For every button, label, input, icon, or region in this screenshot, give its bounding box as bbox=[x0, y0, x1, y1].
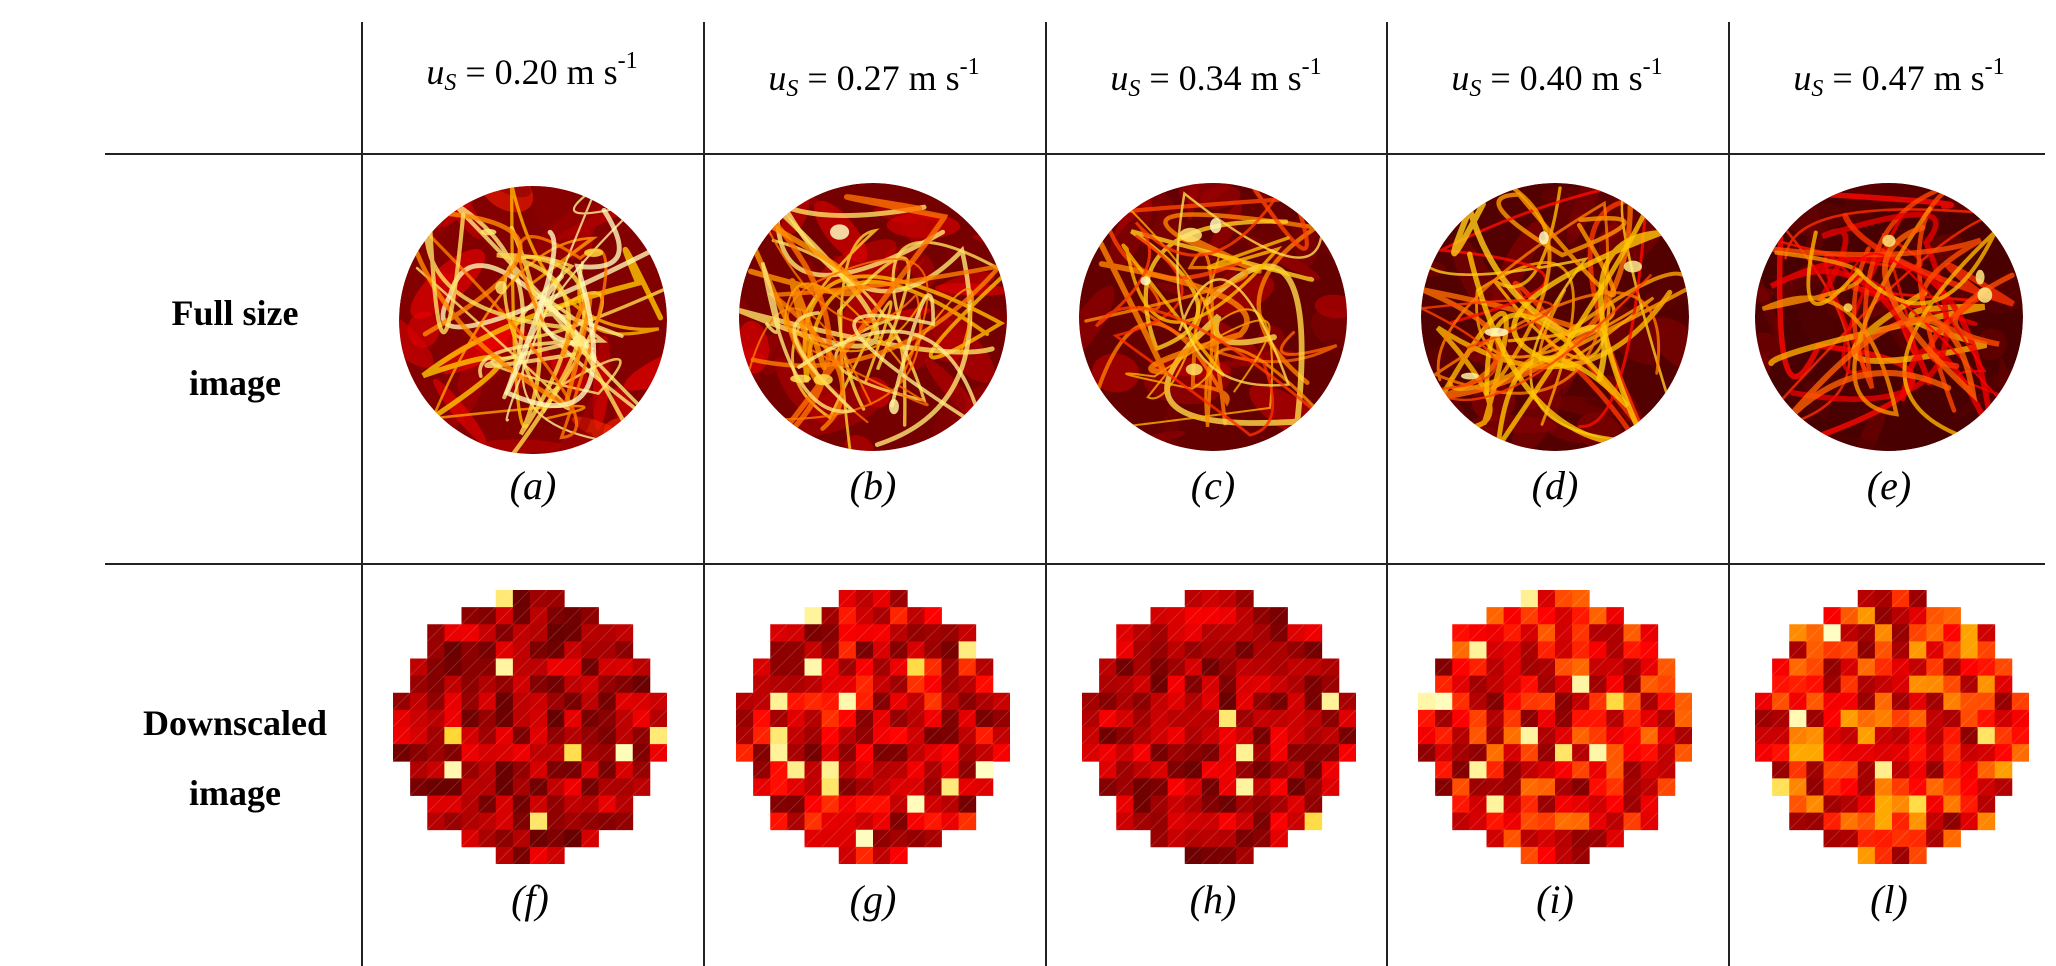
full-size-image-a bbox=[396, 183, 670, 457]
unit-exponent: -1 bbox=[1984, 54, 2005, 80]
header-rule bbox=[105, 153, 2045, 155]
caption-e: (e) bbox=[1866, 463, 1912, 508]
unit-exponent: -1 bbox=[959, 54, 980, 80]
caption-c: (c) bbox=[1190, 463, 1236, 508]
column-rule-4 bbox=[1386, 22, 1388, 966]
velocity-value: = 0.27 m s bbox=[807, 58, 960, 98]
column-header-1: uS = 0.20 m s-1 bbox=[362, 48, 702, 97]
row-label-line1: Downscaled bbox=[142, 703, 327, 743]
velocity-subscript: S bbox=[1128, 76, 1141, 102]
row-rule bbox=[105, 563, 2045, 565]
velocity-value: = 0.47 m s bbox=[1832, 58, 1985, 98]
velocity-symbol: u bbox=[1451, 58, 1470, 98]
velocity-symbol: u bbox=[1793, 58, 1812, 98]
caption-b: (b) bbox=[849, 463, 897, 508]
full-size-image-c bbox=[1076, 180, 1350, 454]
downscaled-image-i bbox=[1418, 590, 1692, 864]
velocity-symbol: u bbox=[1110, 58, 1129, 98]
caption-d: (d) bbox=[1531, 463, 1579, 508]
full-size-image-d bbox=[1418, 180, 1692, 454]
velocity-subscript: S bbox=[1469, 76, 1482, 102]
row-label-line2: image bbox=[189, 773, 281, 813]
row-label-line2: image bbox=[189, 363, 281, 403]
unit-exponent: -1 bbox=[617, 48, 638, 74]
column-header-3: uS = 0.34 m s-1 bbox=[1046, 54, 1386, 103]
unit-exponent: -1 bbox=[1642, 54, 1663, 80]
velocity-symbol: u bbox=[768, 58, 787, 98]
column-rule-2 bbox=[703, 22, 705, 966]
velocity-value: = 0.34 m s bbox=[1149, 58, 1302, 98]
downscaled-image-g bbox=[736, 590, 1010, 864]
row-label-line1: Full size bbox=[171, 293, 299, 333]
velocity-value: = 0.20 m s bbox=[465, 52, 618, 92]
row-label-full-size: Full size image bbox=[110, 278, 360, 418]
full-size-image-b bbox=[736, 180, 1010, 454]
caption-f: (f) bbox=[511, 877, 549, 922]
velocity-subscript: S bbox=[1811, 76, 1824, 102]
downscaled-image-l bbox=[1755, 590, 2029, 864]
column-header-5: uS = 0.47 m s-1 bbox=[1729, 54, 2056, 103]
downscaled-image-f bbox=[393, 590, 667, 864]
caption-i: (i) bbox=[1536, 877, 1574, 922]
column-header-2: uS = 0.27 m s-1 bbox=[704, 54, 1044, 103]
full-size-image-e bbox=[1752, 180, 2026, 454]
column-rule-3 bbox=[1045, 22, 1047, 966]
caption-a: (a) bbox=[509, 463, 557, 508]
velocity-value: = 0.40 m s bbox=[1490, 58, 1643, 98]
velocity-symbol: u bbox=[426, 52, 445, 92]
column-rule-1 bbox=[361, 22, 363, 966]
column-header-4: uS = 0.40 m s-1 bbox=[1387, 54, 1727, 103]
column-rule-5 bbox=[1728, 22, 1730, 966]
caption-l: (l) bbox=[1870, 877, 1908, 922]
unit-exponent: -1 bbox=[1301, 54, 1322, 80]
caption-h: (h) bbox=[1189, 877, 1237, 922]
row-label-downscaled: Downscaled image bbox=[110, 688, 360, 828]
velocity-subscript: S bbox=[444, 70, 457, 96]
downscaled-image-h bbox=[1082, 590, 1356, 864]
caption-g: (g) bbox=[849, 877, 897, 922]
velocity-subscript: S bbox=[786, 76, 799, 102]
